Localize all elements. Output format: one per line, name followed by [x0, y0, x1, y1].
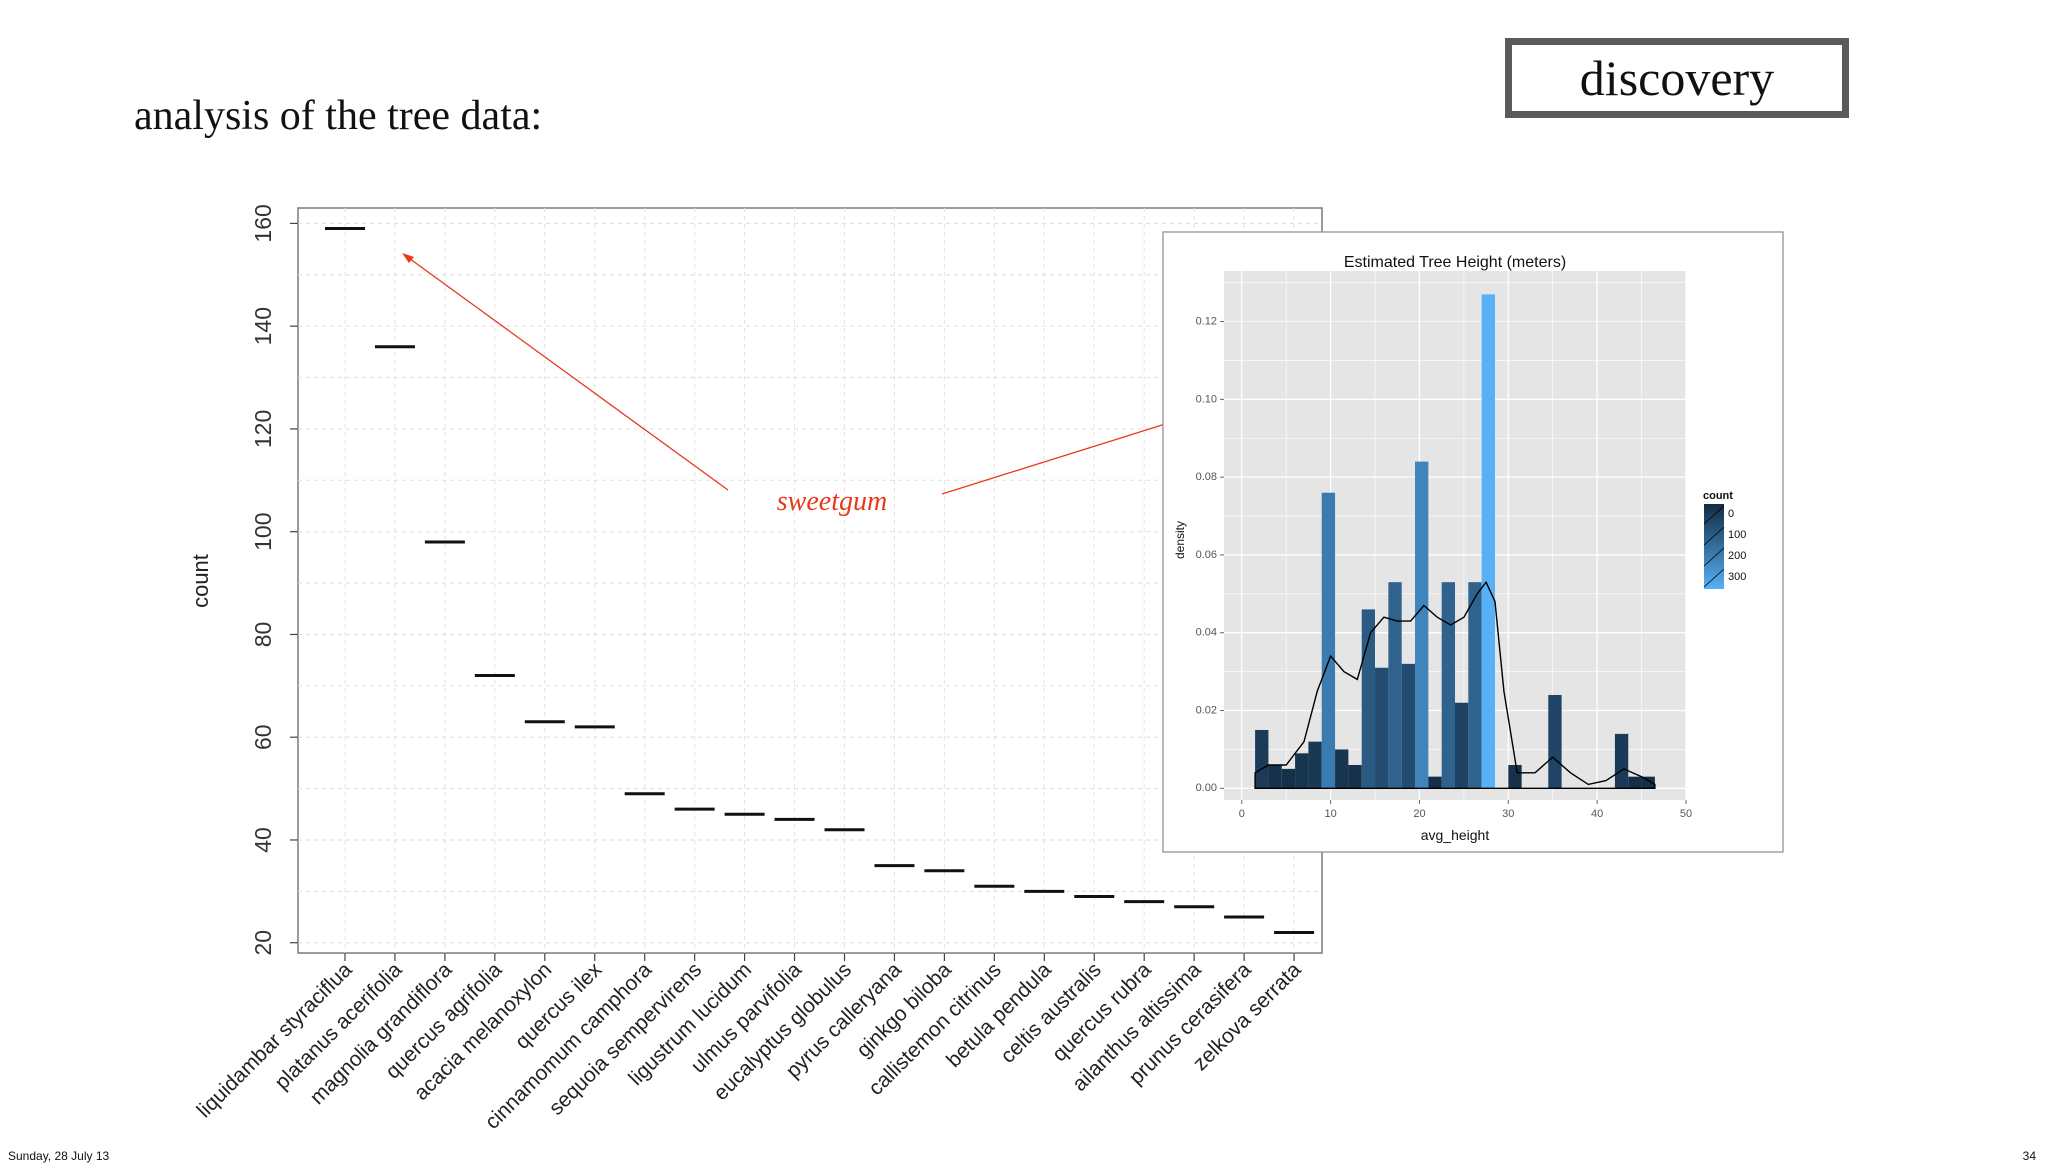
y-tick-label: 0.06	[1196, 549, 1217, 561]
height-histogram: Estimated Tree Height (meters) 0.000.020…	[1162, 231, 1784, 853]
histogram-bar	[1548, 694, 1562, 789]
y-tick-label: 0.12	[1196, 315, 1217, 327]
arrow-head-icon	[402, 253, 414, 263]
histogram-bar	[1281, 768, 1296, 789]
count-chart-marks	[325, 227, 1315, 934]
y-tick-label: 100	[250, 513, 276, 551]
y-tick-label: 0.08	[1196, 471, 1217, 483]
histogram-bar	[1441, 582, 1455, 789]
histogram-y-axis: 0.00 0.02 0.04 0.06 0.08 0.10 0.12	[1196, 315, 1224, 794]
histogram-bar	[1415, 461, 1429, 789]
legend-labels: 0 100 200 300	[1703, 505, 1746, 588]
legend-label: 0	[1728, 508, 1734, 520]
x-tick-label: 10	[1324, 808, 1336, 820]
y-tick-label: 120	[250, 410, 276, 448]
count-chart-panel	[297, 207, 1323, 954]
histogram-bar	[1308, 741, 1322, 789]
x-tick-label: 0	[1239, 808, 1245, 820]
histogram-bar	[1375, 667, 1389, 789]
y-tick-label: 0.04	[1196, 627, 1217, 639]
histogram-bar	[1268, 764, 1282, 789]
y-tick-label: 60	[250, 724, 276, 750]
histogram-bar	[1428, 776, 1442, 789]
histogram-bar	[1348, 764, 1362, 789]
y-tick-label: 40	[250, 827, 276, 853]
count-chart-y-label: count	[188, 554, 213, 608]
legend-label: 200	[1728, 550, 1746, 562]
legend-label: 100	[1728, 529, 1746, 541]
histogram-bar	[1614, 733, 1629, 789]
histogram-bar	[1641, 776, 1655, 789]
x-tick-label: 40	[1591, 808, 1603, 820]
y-tick-label: 80	[250, 622, 276, 648]
sweetgum-annotation: sweetgum	[777, 486, 887, 517]
histogram-bar	[1468, 582, 1482, 789]
histogram-y-label: density	[1173, 521, 1187, 559]
footer-date: Sunday, 28 July 13	[8, 1149, 110, 1163]
histogram-bar	[1321, 492, 1336, 789]
y-tick-label: 160	[250, 204, 276, 242]
histogram-bar	[1508, 764, 1522, 789]
histogram-bar	[1361, 609, 1376, 789]
histogram-bar	[1388, 582, 1402, 789]
legend-key-slash	[1703, 547, 1725, 567]
discovery-badge: discovery	[1505, 38, 1849, 118]
histogram-bar	[1255, 729, 1269, 789]
legend-label: 300	[1728, 571, 1746, 583]
histogram-bars	[1255, 294, 1655, 789]
legend-key-slash	[1703, 526, 1725, 546]
x-tick-label: 50	[1680, 808, 1692, 820]
density-curve	[1254, 580, 1656, 790]
count-chart-grid	[298, 208, 1322, 953]
histogram-title: Estimated Tree Height (meters)	[1344, 254, 1566, 271]
histogram-bar	[1628, 776, 1642, 789]
histogram-bar	[1455, 702, 1469, 789]
y-tick-label: 140	[250, 307, 276, 345]
histogram-bar	[1401, 663, 1416, 789]
histogram-x-label: avg_height	[1421, 827, 1490, 843]
slide-title: analysis of the tree data:	[134, 93, 543, 139]
legend-colorbar	[1704, 504, 1724, 589]
histogram-bar	[1481, 294, 1495, 789]
y-tick-label: 0.00	[1196, 782, 1217, 794]
y-tick-label: 20	[250, 930, 276, 956]
x-tick-label: 30	[1502, 808, 1514, 820]
legend-key-slash	[1703, 505, 1725, 525]
histogram-legend: count 0 100 200 300	[1703, 490, 1746, 589]
histogram-bar	[1335, 749, 1349, 789]
count-chart: 20 40 60 80 100 120 140 160 liquidambar styraci…	[188, 204, 1323, 1134]
histogram-bar	[1295, 753, 1309, 789]
count-chart-y-axis: 20 40 60 80 100 120 140 160	[250, 204, 298, 956]
page-number: 34	[2022, 1149, 2036, 1163]
legend-title: count	[1703, 490, 1733, 502]
legend-key-slash	[1703, 568, 1725, 588]
y-tick-label: 0.10	[1196, 393, 1217, 405]
y-tick-label: 0.02	[1196, 704, 1217, 716]
histogram-x-axis: 0 10 20 30 40 50	[1239, 800, 1692, 820]
arrow-to-liquidambar	[405, 255, 729, 491]
x-tick-label: 20	[1413, 808, 1425, 820]
